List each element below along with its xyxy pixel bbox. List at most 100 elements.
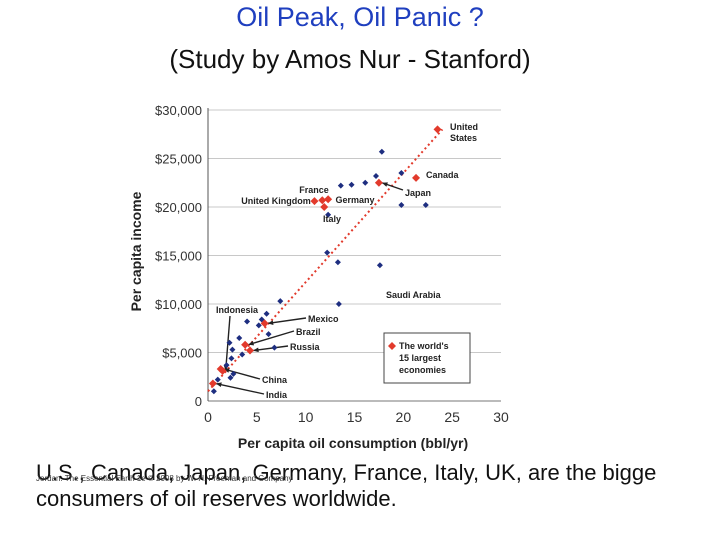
label-arrow: [252, 345, 289, 352]
economy-point: [260, 319, 269, 328]
country-point: [223, 362, 230, 369]
x-tick-label: 30: [493, 409, 509, 425]
y-tick-label: $15,000: [155, 249, 202, 264]
x-tick-labels: 0 5 10 15 20 25 30: [204, 409, 509, 425]
y-tick-label: $20,000: [155, 200, 202, 215]
country-label-russia: Russia: [290, 342, 321, 352]
country-label-italy: Italy: [323, 214, 341, 224]
chart-grid: [208, 109, 501, 402]
country-point: [263, 310, 270, 317]
country-label-canada: Canada: [426, 170, 460, 180]
economy-point: [324, 195, 333, 204]
arrow-head: [381, 182, 388, 187]
country-point: [335, 301, 342, 307]
country-point: [372, 172, 379, 179]
caption-line-2: consumers of oil reserves worldwide.: [36, 486, 397, 511]
legend-text: economies: [399, 365, 446, 375]
y-tick-labels: 0 $5,000 $10,000 $15,000 $20,000 $25,000 $30,0…: [155, 103, 202, 409]
country-point: [398, 202, 405, 209]
country-label-germany: Germany: [335, 195, 374, 205]
country-point: [214, 376, 221, 383]
legend-text: The world's: [399, 341, 449, 351]
country-point: [210, 388, 217, 395]
country-point: [378, 148, 385, 155]
arrow-head: [215, 382, 222, 387]
legend-marker: [388, 342, 396, 350]
country-point: [334, 259, 341, 266]
economy-point: [320, 203, 329, 211]
economy-point: [310, 197, 319, 206]
economy-point: [208, 379, 217, 388]
country-label-saudi-arabia: Saudi Arabia: [386, 290, 442, 300]
country-point: [398, 170, 405, 177]
slide-subtitle: (Study by Amos Nur - Stanford): [169, 44, 531, 74]
other-country-points: [210, 148, 429, 395]
arrow-head: [248, 340, 255, 346]
country-label-japan: Japan: [405, 188, 431, 198]
country-label-indonesia: Indonesia: [216, 305, 259, 315]
country-label-united-states: United States: [450, 122, 478, 143]
x-tick-label: 25: [444, 409, 460, 425]
label-arrow: [215, 382, 265, 395]
country-point: [244, 318, 251, 325]
country-point: [265, 331, 272, 338]
economy-point: [318, 196, 327, 205]
y-tick-label: $5,000: [162, 346, 202, 361]
trend-line: [207, 128, 444, 392]
y-tick-label: $10,000: [155, 297, 202, 312]
chart-legend: The world's 15 largest economies: [383, 332, 471, 384]
country-point: [230, 370, 237, 377]
country-point: [255, 322, 262, 329]
y-tick-label: $30,000: [155, 103, 202, 118]
economy-point: [433, 125, 442, 134]
label-arrow: [223, 368, 261, 380]
country-point: [239, 351, 246, 358]
country-point: [325, 211, 332, 218]
largest-economy-points: [208, 125, 442, 388]
country-point: [362, 179, 369, 186]
label-arrow: [267, 317, 307, 325]
country-point: [337, 182, 344, 189]
caption: U.S., Canada, Japan, Germany, France, It…: [36, 460, 720, 512]
country-point: [236, 334, 243, 341]
country-point: [422, 202, 429, 209]
country-label-brazil: Brazil: [296, 327, 321, 337]
economy-point: [241, 340, 250, 349]
country-label-france: France: [299, 185, 329, 195]
x-tick-label: 5: [253, 409, 261, 425]
footer-credit: Jordan: The Essential Earth 1e © 2008 by…: [36, 474, 293, 483]
arrow-head: [252, 347, 259, 353]
legend-text: 15 largest: [399, 353, 441, 363]
country-point: [324, 249, 331, 256]
label-arrows: [215, 182, 404, 395]
legend-box: [383, 332, 471, 384]
x-axis-label: Per capita oil consumption (bbl/yr): [238, 435, 468, 451]
country-point: [229, 346, 236, 353]
x-tick-label: 20: [396, 409, 412, 425]
country-label-mexico: Mexico: [308, 314, 339, 324]
country-point: [226, 339, 233, 346]
country-point: [277, 298, 284, 305]
country-label-india: India: [266, 390, 288, 400]
country-labels: United States Canada Japan Germany France Ital…: [216, 122, 478, 400]
y-tick-label: $25,000: [155, 152, 202, 167]
x-tick-label: 10: [298, 409, 314, 425]
arrow-head: [223, 368, 230, 373]
y-tick-label: 0: [195, 394, 202, 409]
slide-title: Oil Peak, Oil Panic ?: [236, 2, 484, 32]
country-point: [376, 262, 383, 269]
country-label-united-kingdom: United Kingdom: [241, 196, 311, 206]
economy-point: [245, 346, 254, 355]
country-point: [228, 355, 235, 362]
label-arrow: [247, 330, 295, 346]
country-label-china: China: [262, 375, 288, 385]
caption-line-1: U.S., Canada, Japan, Germany, France, It…: [36, 460, 657, 485]
x-tick-label: 0: [204, 409, 212, 425]
country-point: [348, 181, 355, 188]
y-axis-label: Per capita income: [128, 191, 144, 311]
arrow-head: [267, 320, 274, 325]
country-point: [227, 374, 234, 381]
country-point: [271, 344, 278, 351]
economy-point: [216, 364, 225, 373]
